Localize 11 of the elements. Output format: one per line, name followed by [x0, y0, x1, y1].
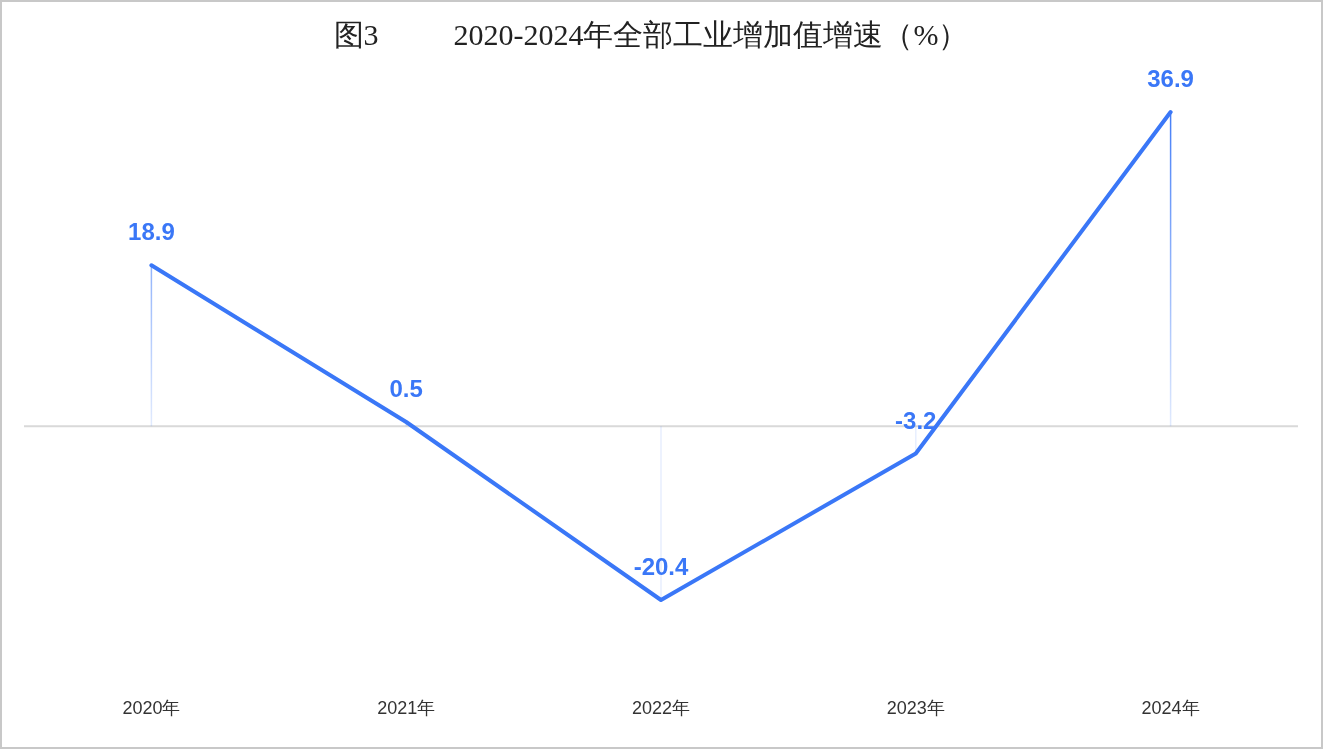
- data-label: 18.9: [128, 218, 175, 246]
- x-tick-label: 2021年: [377, 698, 436, 718]
- x-tick-label: 2020年: [122, 698, 181, 718]
- data-label: 36.9: [1147, 65, 1194, 92]
- data-label: 0.5: [389, 375, 423, 402]
- x-tick-label: 2022年: [631, 698, 691, 718]
- x-tick-label: 2023年: [886, 698, 945, 718]
- data-label: -20.4: [633, 553, 689, 580]
- x-tick-label: 2024年: [1141, 698, 1200, 718]
- chart-title: 图3 2020-2024年全部工业增加值增速（%）: [333, 18, 969, 51]
- data-label: -3.2: [895, 406, 937, 434]
